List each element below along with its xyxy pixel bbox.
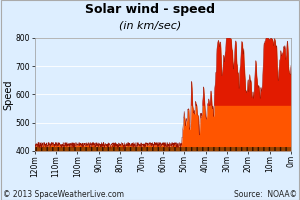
Text: © 2013 SpaceWeatherLive.com: © 2013 SpaceWeatherLive.com xyxy=(3,190,124,199)
Text: Solar wind - speed: Solar wind - speed xyxy=(85,3,215,16)
Text: Source:  NOAA©: Source: NOAA© xyxy=(234,190,297,199)
Y-axis label: Speed: Speed xyxy=(3,79,13,110)
Text: (in km/sec): (in km/sec) xyxy=(119,21,181,31)
